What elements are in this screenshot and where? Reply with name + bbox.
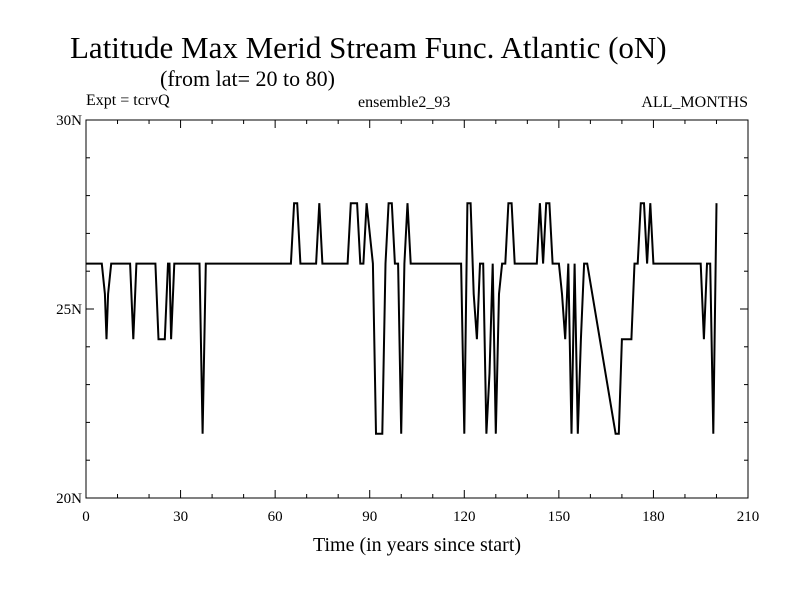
y-tick-label: 25N xyxy=(56,302,82,318)
x-tick-label: 180 xyxy=(642,509,665,525)
x-tick-label: 120 xyxy=(453,509,476,525)
experiment-label: Expt = tcrvQ xyxy=(86,92,170,109)
chart-subtitle: (from lat= 20 to 80) xyxy=(160,66,335,91)
axis-tick-labels: 0 30 60 90 120 150 180 210 20N 25N 30N xyxy=(56,113,759,525)
x-tick-label: 0 xyxy=(82,509,90,525)
plot-frame xyxy=(85,119,749,499)
series-line xyxy=(86,202,718,435)
x-axis-label: Time (in years since start) xyxy=(313,534,521,556)
x-tick-label: 150 xyxy=(548,509,571,525)
x-tick-label: 30 xyxy=(173,509,188,525)
x-tick-label: 60 xyxy=(268,509,283,525)
x-tick-label: 210 xyxy=(737,509,760,525)
chart-title: Latitude Max Merid Stream Func. Atlantic… xyxy=(70,30,667,65)
y-tick-label: 30N xyxy=(56,113,82,129)
axis-ticks xyxy=(85,119,749,499)
ensemble-label: ensemble2_93 xyxy=(358,94,451,111)
y-tick-label: 20N xyxy=(56,491,82,507)
months-label: ALL_MONTHS xyxy=(641,94,748,111)
x-tick-label: 90 xyxy=(362,509,377,525)
